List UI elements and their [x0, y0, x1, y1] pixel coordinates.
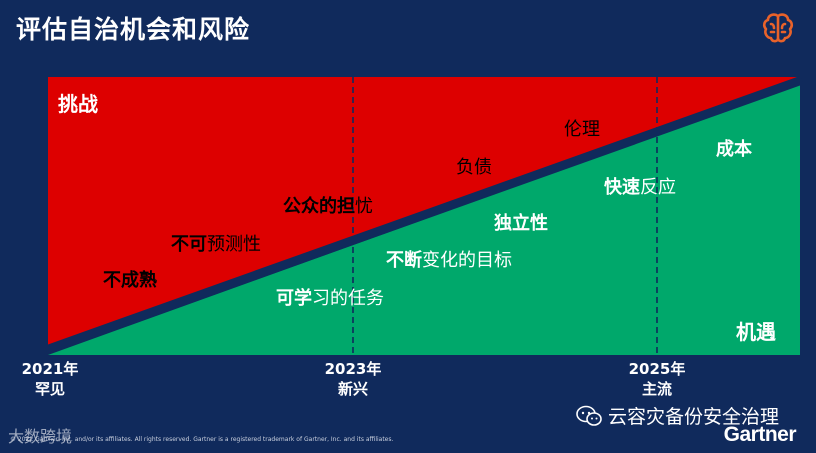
opportunity-fast-bold: 快速	[604, 177, 640, 198]
challenge-public-rest: 忧	[355, 196, 373, 217]
opportunity-learnable: 可学习的任务	[276, 284, 384, 310]
opportunity-changing-rest: 变化的目标	[422, 250, 512, 271]
copyright-notice: © 2022 Gartner, Inc. and/or its affiliat…	[10, 436, 394, 443]
opportunity-fast-rest: 反应	[640, 177, 676, 198]
timeline-stage: 新兴	[337, 380, 368, 398]
challenge-label: 挑战	[58, 92, 98, 116]
challenge-liability: 负债	[456, 157, 492, 178]
challenge-ethics: 伦理	[564, 119, 600, 140]
challenge-unpredictable-rest: 预测性	[207, 234, 261, 255]
opportunity-learnable-rest: 习的任务	[312, 288, 384, 309]
timeline-tick-2021: 2021年 罕见	[18, 359, 82, 399]
timeline-year: 2023年	[324, 360, 382, 378]
opportunity-fast-response: 快速反应	[604, 173, 676, 199]
opportunity-cost: 成本	[716, 139, 752, 160]
divider-line	[44, 75, 804, 355]
opportunity-independence: 独立性	[494, 213, 548, 234]
wechat-icon	[576, 405, 602, 426]
challenge-public-concern: 公众的担忧	[283, 192, 373, 218]
timeline-stage: 罕见	[34, 380, 65, 398]
timeline-stage: 主流	[641, 380, 672, 398]
opportunity-changing-bold: 不断	[386, 250, 422, 271]
timeline-tick-2023: 2023年 新兴	[321, 359, 385, 399]
opportunity-changing: 不断变化的目标	[386, 246, 512, 272]
timeline-year: 2021年	[21, 360, 79, 378]
challenge-unpredictable: 不可预测性	[171, 230, 261, 256]
opportunity-label: 机遇	[736, 320, 776, 344]
challenge-immature: 不成熟	[103, 270, 157, 291]
brain-icon	[762, 13, 794, 43]
page-title: 评估自治机会和风险	[16, 15, 251, 44]
challenge-unpredictable-bold: 不可	[171, 234, 207, 255]
opportunity-learnable-bold: 可学	[276, 288, 312, 309]
timeline-year: 2025年	[628, 360, 686, 378]
wechat-badge: 云容灾备份安全治理	[576, 402, 779, 429]
challenge-public-bold: 公众的担	[283, 196, 355, 217]
wechat-account-name: 云容灾备份安全治理	[608, 406, 780, 428]
timeline-tick-2025: 2025年 主流	[625, 359, 689, 399]
watermark-logo: 大数跨境	[8, 427, 73, 446]
brand-logo: Gartner	[723, 423, 797, 446]
